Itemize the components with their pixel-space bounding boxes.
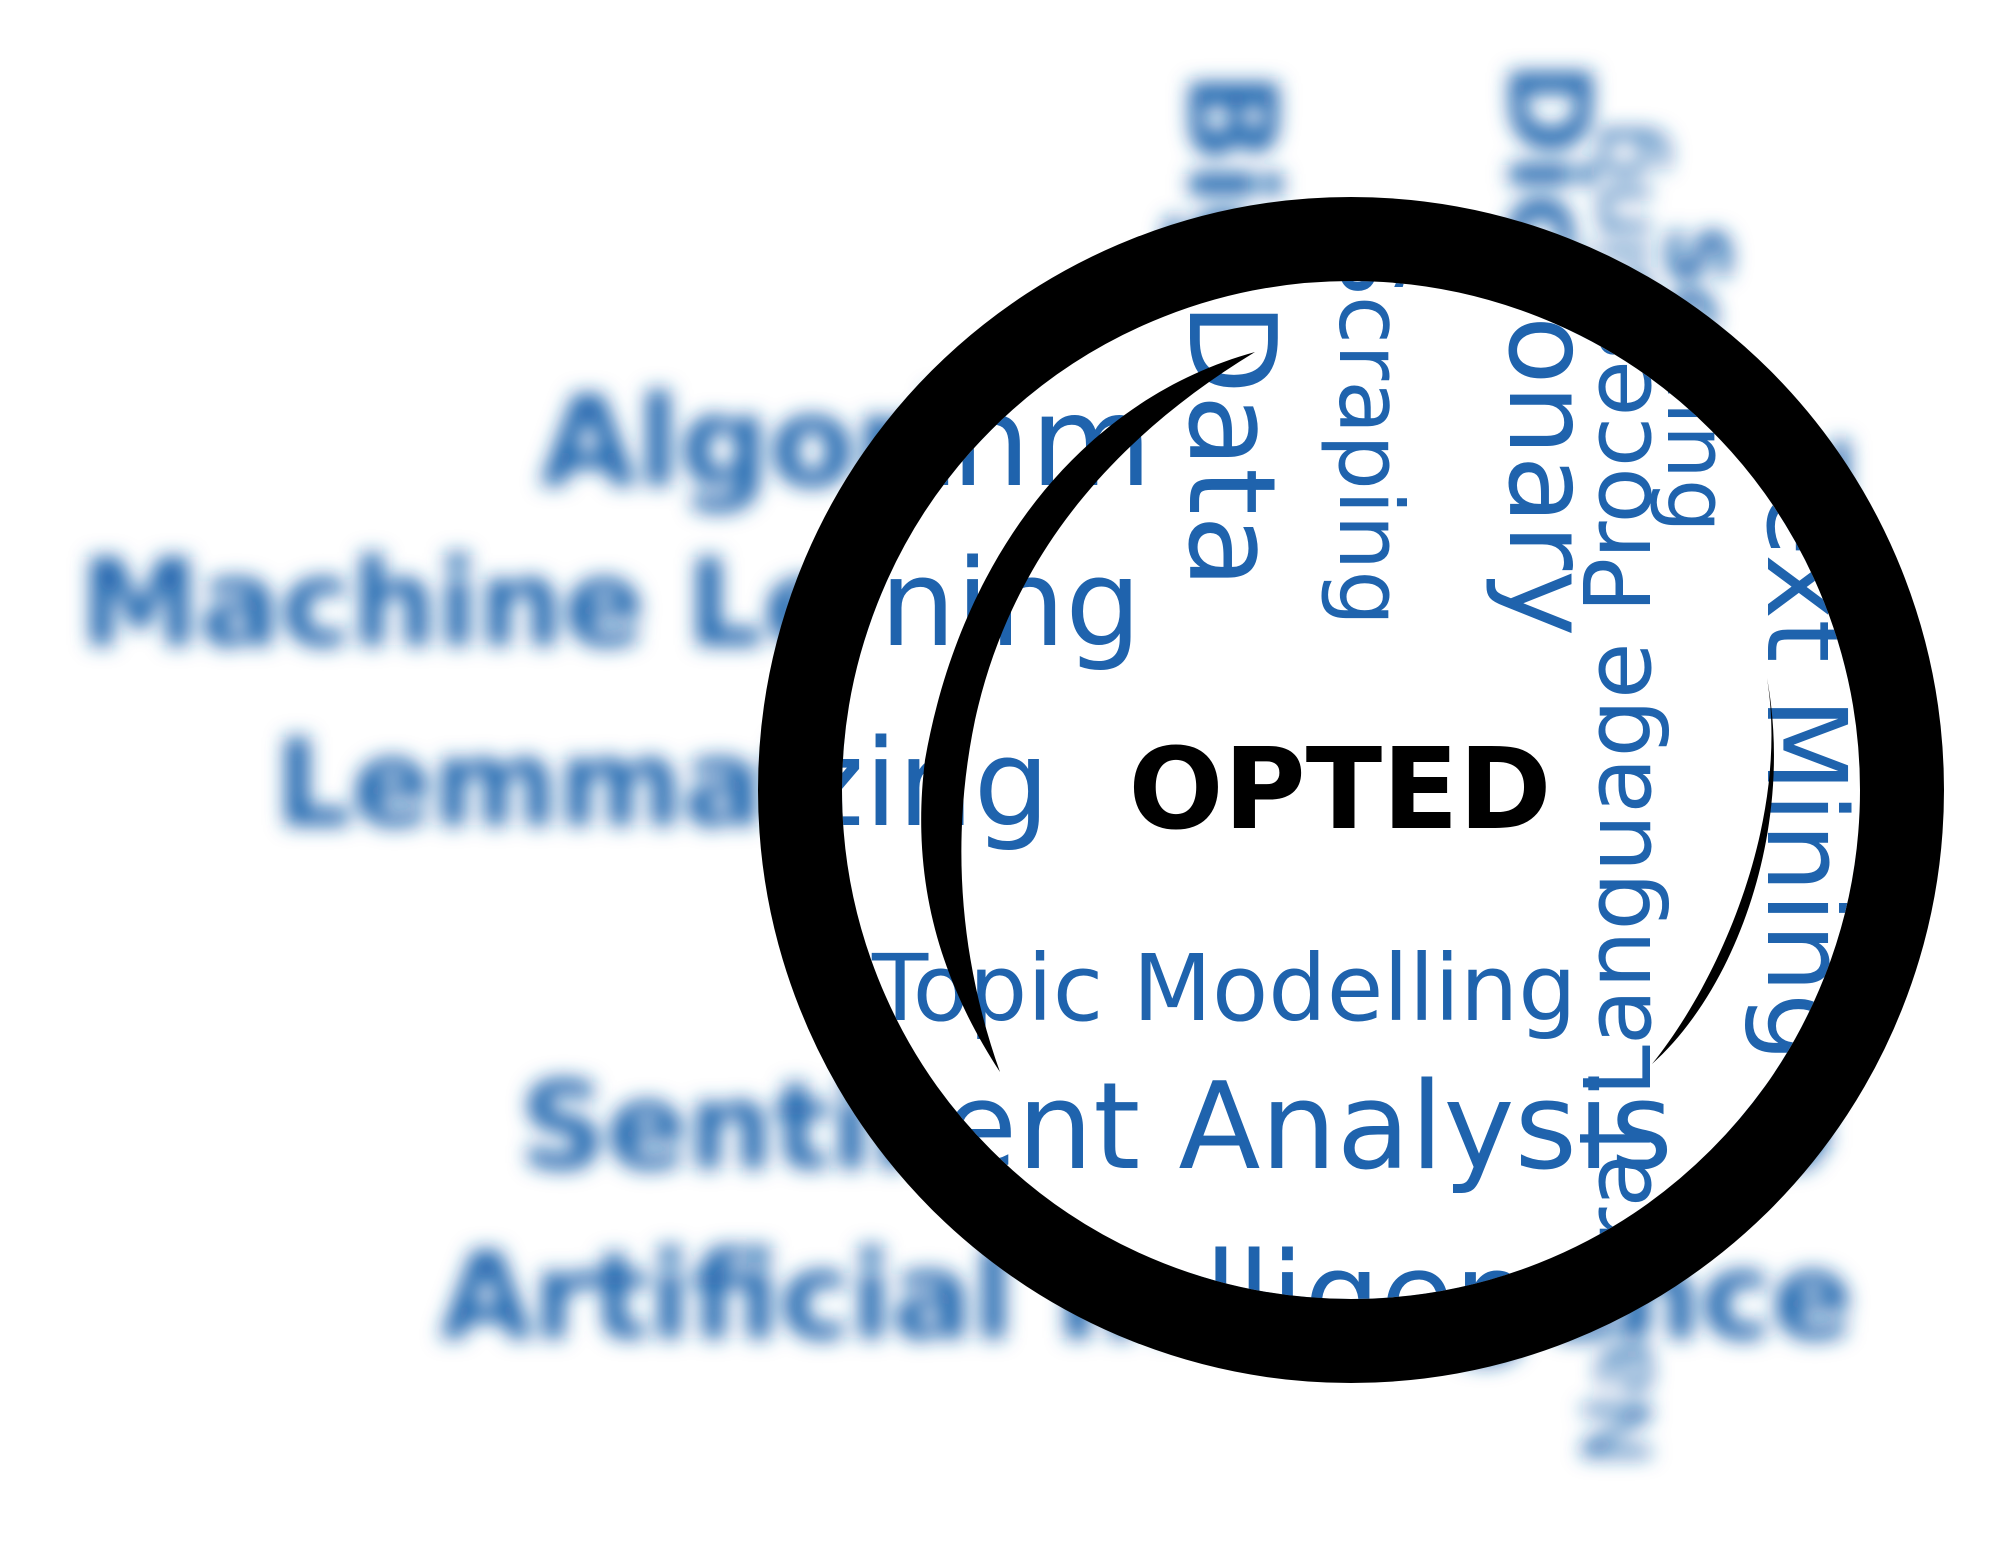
word-sentiment-analysis-blurred: Sentiment Analysis [520,1058,1825,1197]
word-natural-language-processing: Natural Language Processing [1565,122,1672,1465]
word-lemmatizing-blurred: Lemmatizing [275,715,1145,854]
word-machine-learning-blurred: Machine Learning [80,535,1283,674]
word-big-data: Big Data [1161,72,1300,589]
lens-glare-right [1652,678,1774,1064]
word-web-scraping: Web Scraping [1319,20,1422,626]
magnifying-glass-ring-icon [758,197,1944,1383]
word-dictionary-blurred: Dictionary [1483,62,1613,712]
opted-logo-text: OPTED [1128,725,1551,855]
lens-ring [758,197,1944,1383]
word-topic-modelling: Topic Modelling [871,935,1577,1042]
